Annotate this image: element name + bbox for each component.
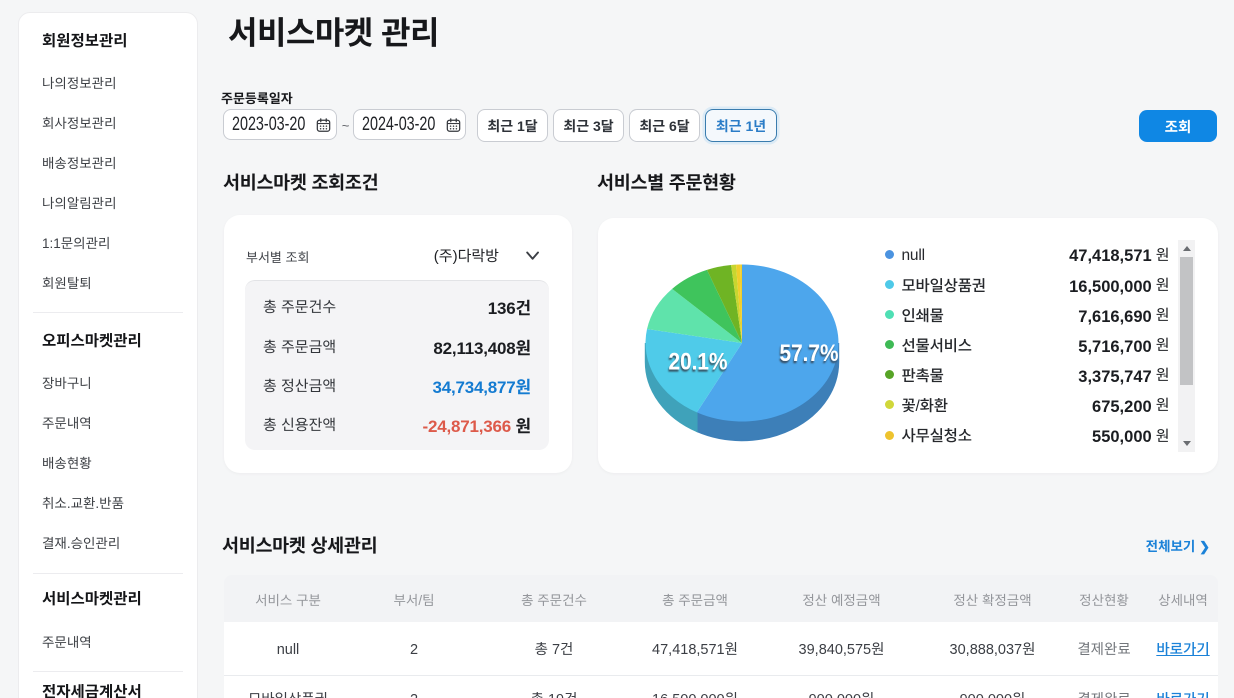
- svg-text:57.7%: 57.7%: [780, 340, 839, 367]
- svg-text:20.1%: 20.1%: [669, 349, 728, 376]
